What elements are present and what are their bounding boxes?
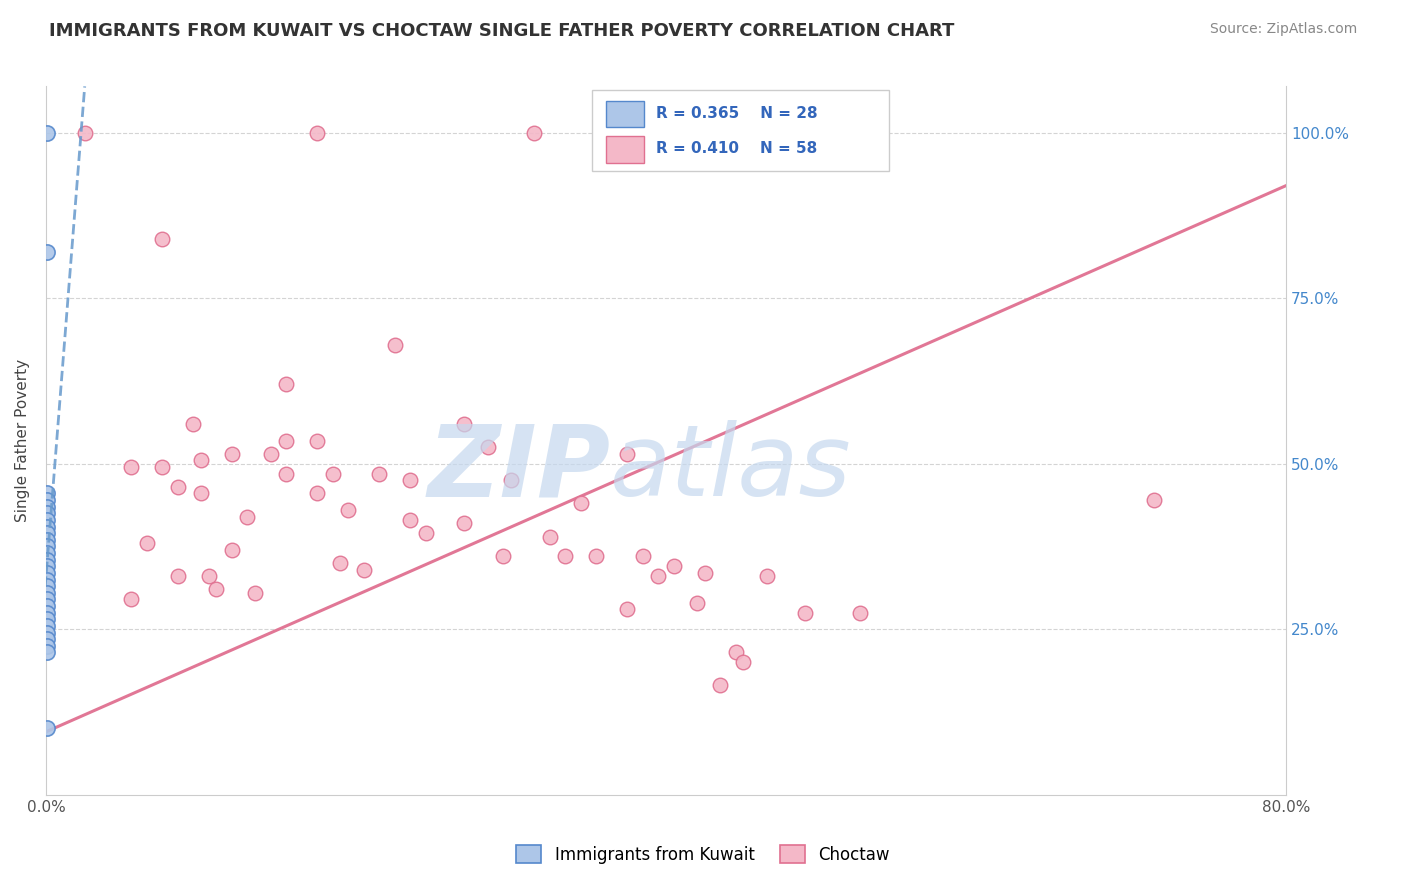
Point: [337, 503, 360, 517]
Point: [35, 540, 58, 554]
Point: [197, 569, 219, 583]
Point: [120, 592, 142, 607]
Point: [120, 460, 142, 475]
Text: atlas: atlas: [610, 420, 852, 517]
Point: [35, 486, 58, 500]
Point: [276, 377, 298, 392]
Point: [399, 473, 422, 487]
Point: [35, 632, 58, 647]
Point: [368, 467, 391, 481]
Point: [205, 582, 228, 597]
Point: [848, 606, 870, 620]
Point: [307, 434, 329, 448]
Point: [399, 513, 422, 527]
Point: [35, 526, 58, 541]
Point: [600, 126, 623, 140]
Point: [150, 232, 173, 246]
Point: [1143, 493, 1166, 508]
Point: [35, 513, 58, 527]
Point: [190, 453, 212, 467]
Point: [499, 473, 522, 487]
Point: [353, 563, 375, 577]
Point: [190, 486, 212, 500]
Point: [453, 516, 475, 531]
Point: [693, 566, 716, 580]
Point: [477, 440, 499, 454]
Point: [384, 337, 406, 351]
Point: [724, 645, 747, 659]
Point: [35, 625, 58, 640]
Point: [755, 569, 778, 583]
Point: [585, 549, 607, 564]
Point: [35, 546, 58, 560]
Point: [181, 417, 204, 431]
FancyBboxPatch shape: [606, 101, 644, 128]
Point: [453, 417, 475, 431]
Point: [276, 434, 298, 448]
Point: [221, 542, 243, 557]
FancyBboxPatch shape: [592, 90, 889, 171]
Text: IMMIGRANTS FROM KUWAIT VS CHOCTAW SINGLE FATHER POVERTY CORRELATION CHART: IMMIGRANTS FROM KUWAIT VS CHOCTAW SINGLE…: [49, 22, 955, 40]
Point: [631, 549, 654, 564]
Text: ZIP: ZIP: [427, 420, 610, 517]
Point: [35, 552, 58, 566]
Point: [166, 569, 188, 583]
Point: [35, 507, 58, 521]
Point: [150, 460, 173, 475]
Point: [35, 619, 58, 633]
Point: [35, 519, 58, 533]
Text: Source: ZipAtlas.com: Source: ZipAtlas.com: [1209, 22, 1357, 37]
Point: [221, 447, 243, 461]
Point: [276, 467, 298, 481]
Point: [616, 447, 638, 461]
Point: [35, 573, 58, 587]
Point: [554, 549, 576, 564]
Text: R = 0.410    N = 58: R = 0.410 N = 58: [657, 141, 817, 156]
Point: [35, 579, 58, 593]
Point: [523, 126, 546, 140]
Legend: Immigrants from Kuwait, Choctaw: Immigrants from Kuwait, Choctaw: [510, 838, 896, 871]
Point: [35, 592, 58, 607]
Point: [307, 486, 329, 500]
Point: [245, 586, 267, 600]
Point: [794, 606, 817, 620]
Point: [733, 655, 755, 669]
Point: [73, 126, 96, 140]
Point: [492, 549, 515, 564]
Point: [662, 559, 685, 574]
Point: [135, 536, 157, 550]
Y-axis label: Single Father Poverty: Single Father Poverty: [15, 359, 30, 522]
Point: [37, 244, 59, 259]
Point: [35, 533, 58, 547]
Point: [35, 566, 58, 580]
Point: [35, 599, 58, 613]
Point: [35, 586, 58, 600]
Point: [647, 569, 669, 583]
Point: [329, 556, 352, 570]
Point: [166, 480, 188, 494]
Point: [35, 639, 58, 653]
Text: R = 0.365    N = 28: R = 0.365 N = 28: [657, 106, 818, 120]
Point: [35, 493, 58, 508]
Point: [35, 500, 58, 514]
Point: [236, 509, 259, 524]
Point: [709, 678, 731, 692]
Point: [415, 526, 437, 541]
FancyBboxPatch shape: [606, 136, 644, 163]
Point: [35, 645, 58, 659]
Point: [260, 447, 283, 461]
Point: [686, 596, 709, 610]
Point: [569, 496, 592, 510]
Point: [322, 467, 344, 481]
Point: [616, 602, 638, 616]
Point: [35, 612, 58, 626]
Point: [37, 126, 59, 140]
Point: [538, 529, 561, 543]
Point: [35, 606, 58, 620]
Point: [307, 126, 329, 140]
Point: [35, 722, 58, 736]
Point: [35, 559, 58, 574]
